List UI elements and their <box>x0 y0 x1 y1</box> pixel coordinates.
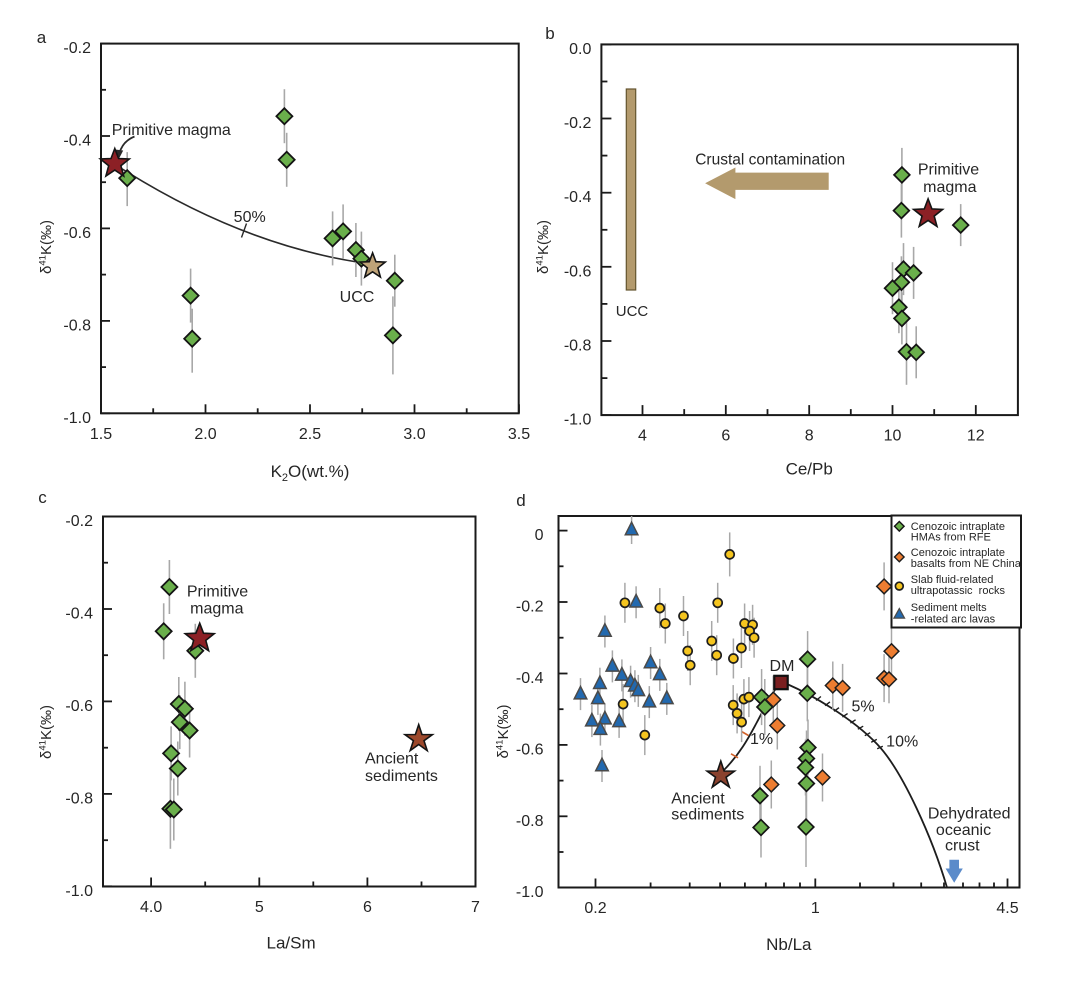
svg-text:-1.0: -1.0 <box>65 883 93 900</box>
svg-text:-related arc lavas: -related arc lavas <box>911 613 996 625</box>
svg-text:magma: magma <box>190 601 243 618</box>
svg-text:6: 6 <box>721 428 730 445</box>
svg-text:magma: magma <box>923 179 976 196</box>
svg-text:basalts from NE China: basalts from NE China <box>911 558 1022 570</box>
svg-text:7: 7 <box>471 899 480 916</box>
svg-text:2.5: 2.5 <box>299 426 321 443</box>
svg-text:HMAs from RFE: HMAs from RFE <box>911 532 991 544</box>
svg-text:Primitive: Primitive <box>918 162 979 179</box>
svg-text:-1.0: -1.0 <box>63 410 91 427</box>
svg-text:-1.0: -1.0 <box>564 412 592 429</box>
svg-text:-0.8: -0.8 <box>516 813 544 830</box>
svg-text:50%: 50% <box>234 209 266 226</box>
svg-text:Primitive magma: Primitive magma <box>112 122 231 139</box>
svg-text:6: 6 <box>363 899 372 916</box>
svg-text:-0.6: -0.6 <box>516 741 544 758</box>
svg-text:10: 10 <box>884 428 902 445</box>
svg-text:-0.2: -0.2 <box>65 513 93 530</box>
svg-text:2.0: 2.0 <box>194 426 216 443</box>
svg-text:-0.8: -0.8 <box>564 338 592 355</box>
svg-text:0: 0 <box>535 527 544 544</box>
svg-text:Ancient: Ancient <box>365 751 419 768</box>
svg-text:UCC: UCC <box>340 289 375 306</box>
svg-text:Cenozoic intraplate: Cenozoic intraplate <box>911 547 1005 559</box>
svg-text:1: 1 <box>811 900 820 917</box>
svg-text:Cenozoic intraplate: Cenozoic intraplate <box>911 521 1005 533</box>
svg-text:UCC: UCC <box>616 303 649 320</box>
svg-text:La/Sm: La/Sm <box>267 934 316 953</box>
svg-text:5%: 5% <box>851 699 874 716</box>
svg-text:-0.6: -0.6 <box>65 698 93 715</box>
svg-text:0.2: 0.2 <box>584 900 606 917</box>
svg-text:Primitive: Primitive <box>187 584 248 601</box>
svg-text:4.5: 4.5 <box>996 900 1018 917</box>
svg-text:-0.6: -0.6 <box>564 263 592 280</box>
svg-text:DM: DM <box>770 658 795 675</box>
svg-text:δ41K(‰): δ41K(‰) <box>38 705 56 759</box>
svg-text:3.0: 3.0 <box>403 426 425 443</box>
svg-text:crust: crust <box>945 838 980 855</box>
svg-text:K2O(wt.%): K2O(wt.%) <box>271 462 350 484</box>
svg-text:-0.2: -0.2 <box>564 115 592 132</box>
svg-text:δ41K(‰): δ41K(‰) <box>495 705 513 759</box>
svg-text:ultrapotassic rocks: ultrapotassic rocks <box>911 585 1006 597</box>
svg-text:sediments: sediments <box>365 768 438 785</box>
svg-text:Ce/Pb: Ce/Pb <box>786 460 833 479</box>
svg-text:1.5: 1.5 <box>90 426 112 443</box>
svg-text:0.0: 0.0 <box>569 41 591 58</box>
svg-text:oceanic: oceanic <box>936 822 991 839</box>
svg-text:a: a <box>37 28 47 47</box>
svg-text:-0.6: -0.6 <box>63 225 91 242</box>
svg-text:-0.4: -0.4 <box>564 189 592 206</box>
svg-text:Dehydrated: Dehydrated <box>928 805 1011 822</box>
svg-text:1%: 1% <box>750 731 773 748</box>
svg-text:-0.2: -0.2 <box>63 40 91 57</box>
svg-text:4: 4 <box>638 428 647 445</box>
svg-text:Ancient: Ancient <box>671 791 725 808</box>
svg-text:-0.4: -0.4 <box>516 670 544 687</box>
svg-text:12: 12 <box>967 428 985 445</box>
svg-text:b: b <box>545 24 554 43</box>
svg-text:4.0: 4.0 <box>140 899 162 916</box>
svg-text:d: d <box>516 491 525 510</box>
svg-text:-0.4: -0.4 <box>65 606 93 623</box>
svg-text:3.5: 3.5 <box>508 426 530 443</box>
svg-text:c: c <box>38 488 47 507</box>
svg-text:-0.8: -0.8 <box>63 317 91 334</box>
svg-text:Nb/La: Nb/La <box>766 935 812 954</box>
svg-text:-0.2: -0.2 <box>516 599 544 616</box>
svg-text:5: 5 <box>255 899 264 916</box>
svg-text:δ41K(‰): δ41K(‰) <box>535 220 553 274</box>
svg-text:δ41K(‰): δ41K(‰) <box>38 220 56 274</box>
svg-text:-1.0: -1.0 <box>516 884 544 901</box>
svg-text:8: 8 <box>805 428 814 445</box>
svg-text:Slab fluid-related: Slab fluid-related <box>911 574 994 586</box>
svg-text:Crustal contamination: Crustal contamination <box>695 152 845 169</box>
svg-text:-0.4: -0.4 <box>63 133 91 150</box>
svg-text:Sediment melts: Sediment melts <box>911 602 987 614</box>
svg-text:10%: 10% <box>886 734 918 751</box>
svg-text:-0.8: -0.8 <box>65 790 93 807</box>
svg-text:sediments: sediments <box>671 806 744 823</box>
